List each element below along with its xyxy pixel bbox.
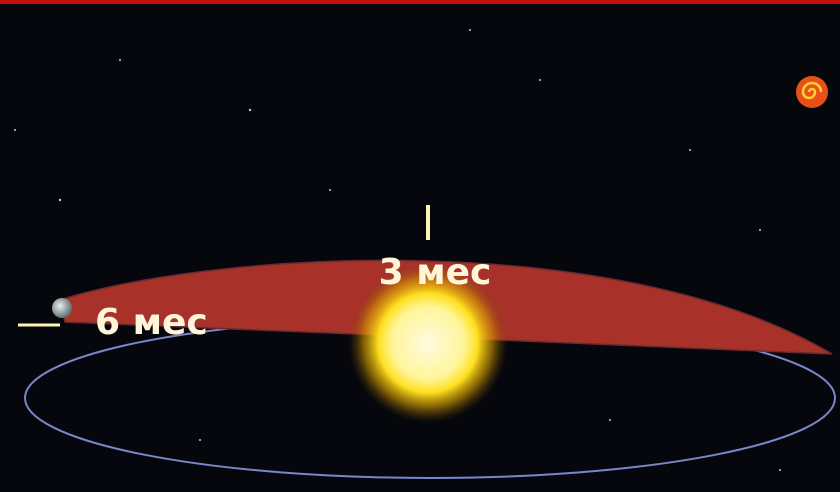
label-3-months: 3 мес xyxy=(379,252,492,293)
planet xyxy=(52,298,72,318)
top-border xyxy=(0,0,840,4)
label-6-months: 6 мес xyxy=(95,302,208,343)
logo xyxy=(796,76,828,108)
page: 3 мес 6 мес (() => { const data = JSON.p… xyxy=(0,0,840,492)
scene: 3 мес 6 мес xyxy=(0,0,840,492)
